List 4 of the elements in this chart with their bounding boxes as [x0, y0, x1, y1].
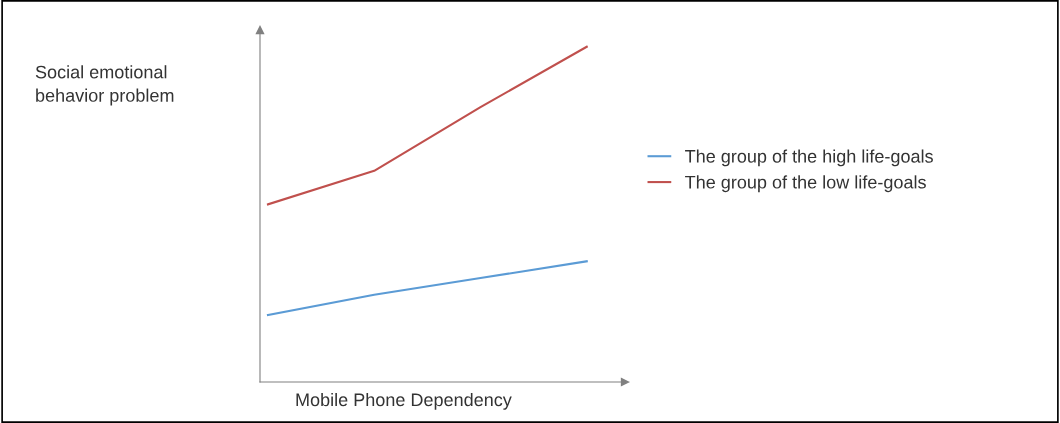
x-axis-title: Mobile Phone Dependency [296, 392, 512, 410]
legend-label: The group of the low life-goals [685, 175, 926, 193]
legend-label: The group of the high life-goals [685, 149, 933, 167]
y-axis-title: Social emotional behavior problem [35, 65, 174, 106]
